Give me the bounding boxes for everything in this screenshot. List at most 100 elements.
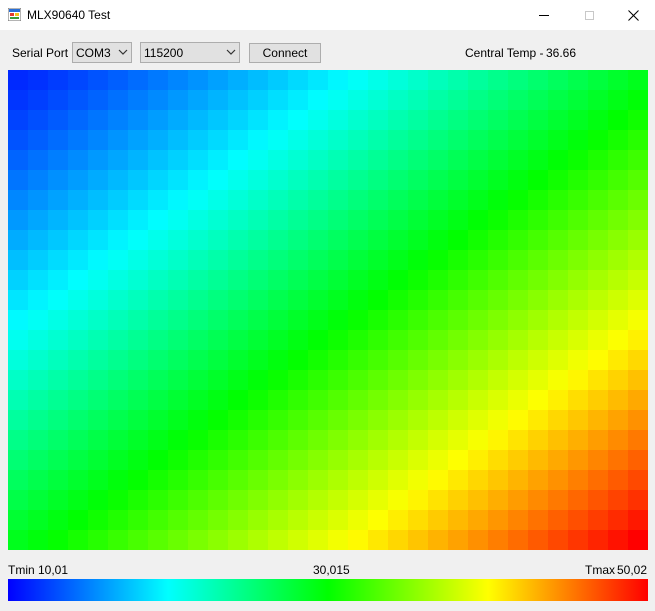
heatmap-cell [528, 170, 549, 191]
heatmap-cell [388, 470, 409, 491]
heatmap-cell [548, 130, 569, 151]
heatmap-cell [348, 250, 369, 271]
heatmap-cell [548, 170, 569, 191]
heatmap-cell [368, 430, 389, 451]
heatmap-cell [28, 390, 49, 411]
heatmap-cell [568, 510, 589, 531]
heatmap-cell [408, 410, 429, 431]
heatmap-cell [208, 330, 229, 351]
heatmap-cell [248, 450, 269, 471]
color-scale-bar [8, 579, 648, 601]
heatmap-cell [368, 490, 389, 511]
heatmap-cell [468, 270, 489, 291]
heatmap-cell [368, 370, 389, 391]
heatmap-cell [248, 410, 269, 431]
heatmap-cell [348, 270, 369, 291]
heatmap-cell [148, 310, 169, 331]
heatmap-cell [248, 530, 269, 550]
heatmap-cell [568, 390, 589, 411]
heatmap-cell [408, 230, 429, 251]
heatmap-cell [408, 150, 429, 171]
heatmap-cell [88, 90, 109, 111]
heatmap-cell [328, 110, 349, 131]
heatmap-cell [488, 90, 509, 111]
heatmap-cell [268, 350, 289, 371]
heatmap-cell [348, 70, 369, 91]
heatmap-cell [468, 90, 489, 111]
heatmap-cell [148, 330, 169, 351]
heatmap-cell [548, 90, 569, 111]
heatmap-cell [248, 90, 269, 111]
heatmap-cell [268, 150, 289, 171]
heatmap-cell [208, 450, 229, 471]
heatmap-cell [388, 350, 409, 371]
heatmap-cell [48, 370, 69, 391]
heatmap-cell [528, 310, 549, 331]
heatmap-cell [488, 430, 509, 451]
maximize-button[interactable] [566, 0, 612, 30]
heatmap-cell [508, 470, 529, 491]
heatmap-cell [148, 110, 169, 131]
heatmap-cell [88, 210, 109, 231]
heatmap-cell [108, 470, 129, 491]
heatmap-cell [408, 490, 429, 511]
heatmap-cell [408, 270, 429, 291]
heatmap-cell [388, 90, 409, 111]
serial-port-select[interactable]: COM3 [72, 42, 132, 63]
heatmap-cell [308, 290, 329, 311]
heatmap-cell [508, 370, 529, 391]
heatmap-cell [468, 210, 489, 231]
heatmap-cell [528, 390, 549, 411]
heatmap-cell [68, 170, 89, 191]
heatmap-cell [228, 250, 249, 271]
heatmap-cell [408, 330, 429, 351]
serial-port-label: Serial Port [12, 46, 69, 60]
heatmap-cell [488, 310, 509, 331]
heatmap-cell [28, 230, 49, 251]
heatmap-cell [8, 430, 29, 451]
heatmap-cell [108, 310, 129, 331]
heatmap-cell [508, 90, 529, 111]
heatmap-cell [208, 190, 229, 211]
heatmap-cell [528, 190, 549, 211]
heatmap-cell [268, 490, 289, 511]
mid-temp-value: 30,015 [313, 563, 350, 577]
heatmap-cell [68, 230, 89, 251]
heatmap-cell [448, 370, 469, 391]
baud-rate-select[interactable]: 115200 [140, 42, 240, 63]
heatmap-cell [608, 270, 629, 291]
heatmap-cell [208, 490, 229, 511]
heatmap-cell [228, 410, 249, 431]
heatmap-cell [508, 530, 529, 550]
heatmap-cell [108, 330, 129, 351]
heatmap-cell [468, 170, 489, 191]
heatmap-cell [428, 70, 449, 91]
heatmap-cell [28, 470, 49, 491]
heatmap-cell [148, 210, 169, 231]
heatmap-cell [408, 110, 429, 131]
heatmap-cell [628, 350, 648, 371]
heatmap-cell [348, 110, 369, 131]
heatmap-cell [528, 410, 549, 431]
heatmap-cell [268, 170, 289, 191]
maximize-icon [584, 10, 594, 20]
heatmap-cell [88, 410, 109, 431]
heatmap-cell [288, 170, 309, 191]
heatmap-cell [408, 70, 429, 91]
close-button[interactable] [610, 0, 655, 30]
window-title: MLX90640 Test [27, 8, 111, 22]
heatmap-cell [188, 510, 209, 531]
heatmap-cell [368, 470, 389, 491]
heatmap-cell [8, 110, 29, 131]
minimize-button[interactable] [521, 0, 567, 30]
heatmap-cell [328, 310, 349, 331]
heatmap-cell [488, 450, 509, 471]
heatmap-cell [208, 130, 229, 151]
heatmap-cell [248, 190, 269, 211]
connect-button[interactable]: Connect [249, 43, 321, 63]
heatmap-cell [628, 510, 648, 531]
heatmap-cell [68, 270, 89, 291]
heatmap-cell [48, 350, 69, 371]
heatmap-cell [368, 130, 389, 151]
heatmap-cell [288, 430, 309, 451]
